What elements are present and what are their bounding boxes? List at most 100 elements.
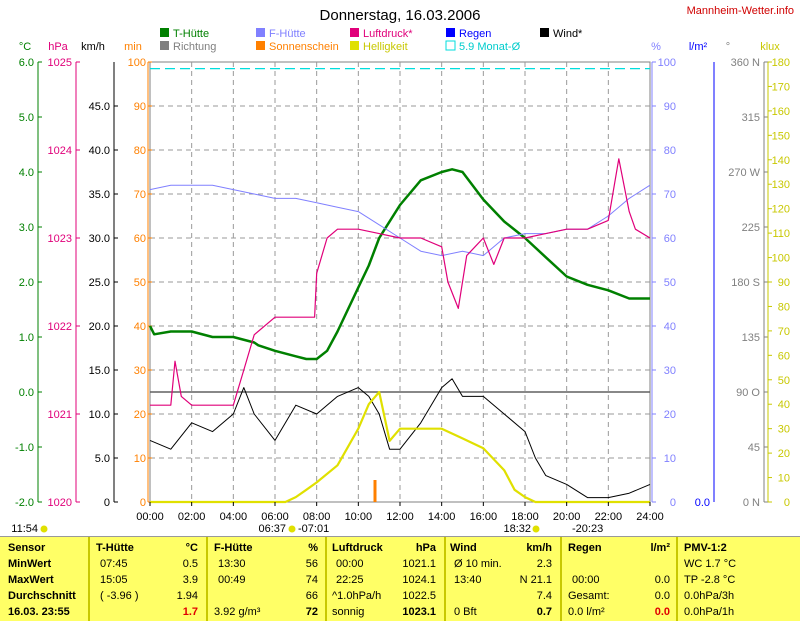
legend-swatch (445, 40, 456, 51)
min-tick: 10 (134, 453, 146, 465)
unit-label: klux (760, 41, 780, 53)
regen-header: Regen (568, 542, 602, 554)
time-tick: 04:00 (220, 511, 248, 523)
wind-now: 0.7 (536, 606, 552, 618)
unit-label: l/m² (689, 41, 708, 53)
legend-swatch (350, 28, 359, 37)
t-huette-header: T-Hütte (96, 542, 134, 554)
dusk-label: -20:23 (572, 523, 603, 535)
legend-swatch (160, 41, 169, 50)
deg-tick: 270 W (728, 167, 760, 179)
sunset-label: 18:32 (503, 523, 531, 535)
f-huette-now: 72 (305, 606, 318, 618)
celsius-tick: 5.0 (19, 112, 34, 124)
klux-tick: 180 (772, 57, 790, 69)
wind-max: N 21.1 (519, 574, 552, 586)
axes: 6.05.04.03.02.01.00.0-1.0-2.010251024102… (15, 57, 790, 509)
divider (206, 537, 208, 621)
kmh-tick: 20.0 (89, 321, 110, 333)
f-huette-unit: % (308, 542, 318, 554)
percent-tick: 10 (664, 453, 676, 465)
kmh-tick: 15.0 (89, 365, 110, 377)
min-tick: 20 (134, 409, 146, 421)
min-tick: 50 (134, 277, 146, 289)
klux-tick: 100 (772, 253, 790, 265)
hpa-tick: 1025 (48, 57, 72, 69)
time-tick: 06:00 (261, 511, 289, 523)
percent-tick: 100 (658, 57, 676, 69)
unit-label: hPa (48, 41, 68, 53)
legend-label: Richtung (173, 41, 216, 53)
legend-label: T-Hütte (173, 28, 209, 40)
f-huette-header: F-Hütte (214, 542, 253, 554)
percent-tick: 40 (664, 321, 676, 333)
f-huette-max: 74 (305, 574, 318, 586)
sun-icon (532, 525, 540, 533)
klux-tick: 90 (778, 277, 790, 289)
min-tick: 40 (134, 321, 146, 333)
legend: T-Hütte F-Hütte Luftdruck* Regen Wind* Richtu… (160, 28, 583, 53)
pmv-dewpoint: TP -2.8 °C (684, 574, 736, 586)
percent-tick: 20 (664, 409, 676, 421)
min-tick: 60 (134, 233, 146, 245)
regen-total-label: Gesamt: (568, 590, 610, 602)
unit-label: % (651, 41, 661, 53)
unit-label: min (124, 41, 142, 53)
klux-tick: 40 (778, 399, 790, 411)
f-huette-avg: 66 (305, 590, 318, 602)
percent-tick: 0 (670, 497, 676, 509)
kmh-tick: 5.0 (95, 453, 110, 465)
f-huette-max-time: 00:49 (218, 574, 246, 586)
unit-label: km/h (81, 41, 105, 53)
klux-tick: 70 (778, 326, 790, 338)
divider (325, 537, 327, 621)
wind-min: 2.3 (536, 558, 552, 570)
luftdruck-now: 1023.1 (402, 606, 436, 618)
time-tick: 18:00 (511, 511, 539, 523)
hpa-tick: 1024 (48, 145, 72, 157)
sun-icon (288, 525, 296, 533)
klux-tick: 50 (778, 375, 790, 387)
deg-tick: 0 N (743, 497, 760, 509)
deg-tick: 135 (742, 332, 760, 344)
stats-table: Sensor MinWert MaxWert Durchschnitt 16.0… (0, 536, 800, 621)
sunrise-label: 06:37 (258, 523, 286, 535)
min-tick: 90 (134, 101, 146, 113)
legend-swatch (540, 28, 549, 37)
f-huette-min: 56 (305, 558, 318, 570)
axis-unit-labels: °C hPa km/h min% l/m² ° klux (19, 41, 780, 53)
x-axis: 00:00 02:00 04:00 06:00 08:00 10:00 12:00 14:00… (136, 502, 664, 523)
legend-label: Sonnenschein (269, 41, 339, 53)
sun-icon (40, 525, 48, 533)
sun-events: 11:54 06:37 -07:01 18:32 -20:23 (11, 523, 603, 535)
weather-chart: Donnerstag, 16.03.2006 Mannheim-Wetter.i… (11, 5, 794, 535)
unit-label: ° (726, 41, 730, 53)
lm2-tick: 0.0 (695, 497, 710, 509)
pmv-pressure-3h: 0.0hPa/3h (684, 590, 735, 602)
time-tick: 10:00 (345, 511, 373, 523)
luftdruck-forecast: sonnig (332, 606, 365, 618)
regen-total: 0.0 (654, 590, 670, 602)
legend-label: Helligkeit (363, 41, 408, 53)
percent-tick: 50 (664, 277, 676, 289)
hpa-tick: 1022 (48, 321, 72, 333)
divider (88, 537, 90, 621)
luftdruck-avg: 1022.5 (402, 590, 436, 602)
wind-header: Wind (450, 542, 477, 554)
kmh-tick: 35.0 (89, 189, 110, 201)
divider (444, 537, 446, 621)
legend-label: 5.9 Monat-Ø (459, 41, 521, 53)
klux-tick: 160 (772, 106, 790, 118)
max-row-label: MaxWert (8, 574, 54, 586)
klux-tick: 20 (778, 448, 790, 460)
legend-swatch (256, 28, 265, 37)
luftdruck-max-time: 22:25 (336, 574, 364, 586)
f-huette-now-extra: 3.92 g/m³ (214, 606, 261, 618)
deg-tick: 315 (742, 112, 760, 124)
klux-tick: 120 (772, 204, 790, 216)
t-huette-min-time: 07:45 (100, 558, 128, 570)
min-tick: 100 (128, 57, 146, 69)
min-tick: 70 (134, 189, 146, 201)
divider (560, 537, 562, 621)
deg-tick: 90 O (736, 387, 760, 399)
